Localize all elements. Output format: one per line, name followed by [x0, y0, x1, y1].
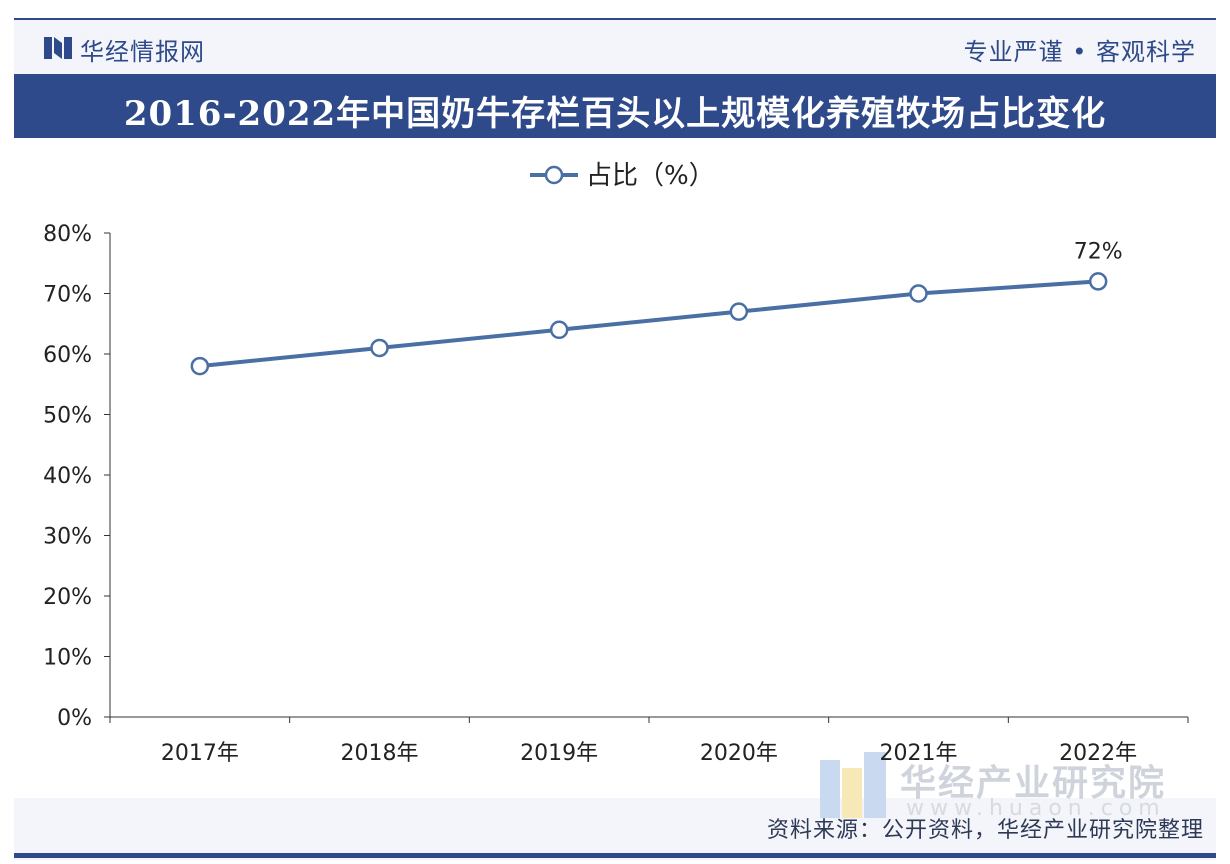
- y-tick-label: 30%: [43, 525, 92, 550]
- watermark-url: www.huaon.com: [906, 796, 1166, 821]
- x-tick-label: 2020年: [700, 741, 778, 766]
- bottom-rule: [14, 853, 1216, 858]
- plot-background: [14, 138, 1216, 798]
- data-point: [909, 284, 928, 303]
- data-label: 72%: [1074, 239, 1123, 264]
- series-line: [197, 279, 1101, 369]
- x-tick-label: 2019年: [520, 741, 598, 766]
- slogan: 专业严谨 • 客观科学: [963, 38, 1196, 66]
- y-tick-label: 80%: [43, 222, 92, 247]
- x-tick-label: 2017年: [161, 741, 239, 766]
- y-tick-label: 50%: [43, 404, 92, 429]
- source-note: 资料来源：公开资料，华经产业研究院整理: [766, 818, 1204, 843]
- title-bar: 2016-2022年中国奶牛存栏百头以上规模化养殖牧场占比变化: [14, 74, 1216, 138]
- data-point: [549, 320, 569, 340]
- legend-marker: [544, 165, 564, 185]
- y-tick-label: 10%: [43, 646, 92, 671]
- y-tick-label: 70%: [43, 283, 92, 308]
- y-tick-label: 60%: [43, 343, 92, 368]
- data-point: [190, 356, 210, 376]
- data-point: [370, 338, 389, 358]
- x-tick-label: 2021年: [880, 741, 958, 766]
- top-rule: [14, 18, 1216, 20]
- logo-text: 华经情报网: [80, 38, 205, 66]
- watermark-text: 华经产业研究院: [900, 763, 1167, 804]
- data-point: [729, 302, 749, 321]
- legend-label: 占比（%）: [586, 161, 715, 191]
- watermark-logo-icon: [820, 752, 886, 818]
- x-tick-label: 2018年: [341, 741, 419, 766]
- header: 华经情报网 专业严谨 • 客观科学: [14, 20, 1216, 74]
- x-tick-label: 2022年: [1059, 741, 1137, 766]
- chart-title: 2016-2022年中国奶牛存栏百头以上规模化养殖牧场占比变化: [123, 94, 1107, 134]
- y-tick-label: 20%: [43, 585, 92, 610]
- data-point: [1088, 272, 1108, 291]
- logo-icon: [44, 37, 72, 59]
- source-band: [14, 798, 1216, 853]
- y-tick-label: 0%: [57, 706, 92, 731]
- y-tick-label: 40%: [43, 464, 92, 489]
